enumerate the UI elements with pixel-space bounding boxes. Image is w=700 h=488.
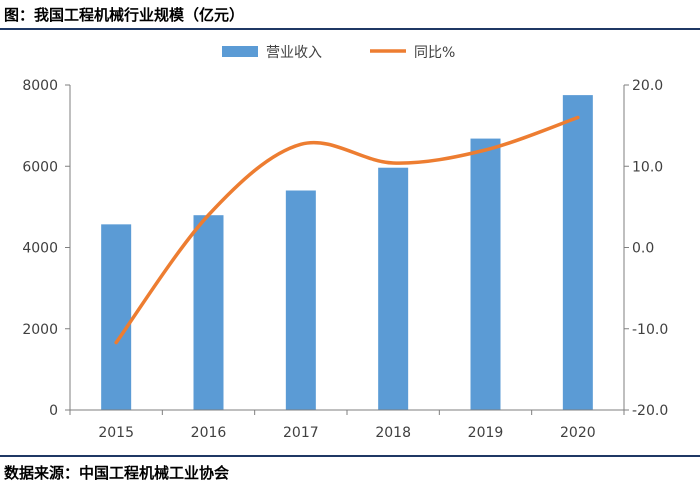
- left-tick-label: 0: [49, 403, 58, 419]
- bottom-divider: [0, 455, 700, 457]
- source-note: 数据来源：中国工程机械工业协会: [4, 464, 230, 482]
- legend: 营业收入 同比%: [222, 45, 455, 61]
- right-tick-label: 0.0: [632, 241, 654, 257]
- right-tick-label: 20.0: [632, 78, 663, 94]
- right-tick-label: 10.0: [632, 159, 663, 175]
- bar-2015: [101, 224, 132, 410]
- x-tick-label: 2018: [375, 425, 411, 441]
- bar-2018: [378, 167, 409, 410]
- axes: 0 2000 4000 6000 8000 -20.0 -10.0 0.0 10.0 20.0 20…: [22, 78, 668, 441]
- right-tick-label: -20.0: [632, 403, 668, 419]
- bar-2019: [470, 138, 501, 410]
- bar-2020: [562, 95, 593, 410]
- figure-title: 图：我国工程机械行业规模（亿元）: [4, 6, 245, 24]
- x-tick-label: 2017: [283, 425, 319, 441]
- top-divider: [0, 28, 700, 30]
- x-tick-label: 2015: [98, 425, 134, 441]
- bar-series: [101, 95, 593, 410]
- left-tick-label: 2000: [22, 322, 58, 338]
- yoy-growth-line: [114, 115, 580, 345]
- chart: 营业收入 同比% 0 2000 4000 6000 8000 -20.0 -10.0 0.0 10…: [22, 45, 668, 441]
- legend-label-yoy: 同比%: [414, 45, 455, 61]
- bar-2017: [285, 190, 316, 410]
- x-tick-label: 2019: [468, 425, 504, 441]
- x-tick-label: 2020: [560, 425, 596, 441]
- left-tick-label: 8000: [22, 78, 58, 94]
- left-tick-label: 4000: [22, 241, 58, 257]
- legend-label-revenue: 营业收入: [266, 45, 322, 61]
- bar-2016: [193, 215, 224, 410]
- x-tick-label: 2016: [191, 425, 227, 441]
- line-series: [114, 115, 580, 345]
- right-tick-label: -10.0: [632, 322, 668, 338]
- left-tick-label: 6000: [22, 159, 58, 175]
- legend-swatch-bar: [222, 46, 258, 57]
